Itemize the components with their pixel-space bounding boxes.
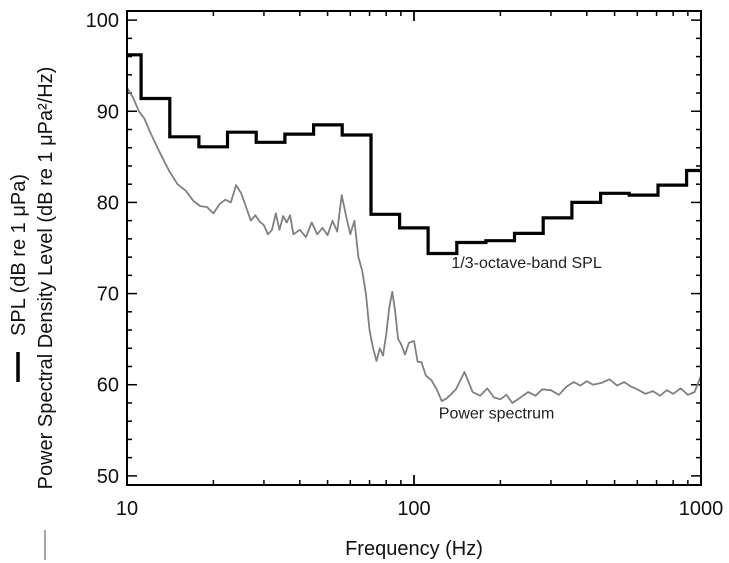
spl-annotation: 1/3-octave-band SPL — [451, 255, 601, 272]
series-annotations: 1/3-octave-band SPL Power spectrum — [439, 255, 602, 422]
y-axis-title-psd-text: Power Spectral Density Level (dB re 1 μP… — [35, 67, 57, 490]
spl-step-line — [127, 53, 701, 256]
power-spectrum-line — [126, 87, 702, 404]
plot-series — [126, 53, 702, 404]
y-axis-title-spl: SPL (dB re 1 μPa) — [8, 174, 30, 382]
y-tick-label: 70 — [97, 284, 119, 306]
power-spectrum-annotation: Power spectrum — [439, 405, 555, 422]
y-tick-label: 90 — [97, 101, 119, 123]
plot-frame — [126, 10, 702, 486]
y-tick-label: 100 — [86, 10, 119, 32]
y-tick-label: 80 — [97, 192, 119, 214]
y-axis-title-psd: Power Spectral Density Level (dB re 1 μP… — [35, 67, 57, 560]
y-axis-title-spl-text: SPL (dB re 1 μPa) — [8, 174, 30, 336]
x-tick-label: 1000 — [679, 498, 724, 520]
x-tick-label: 10 — [116, 498, 138, 520]
x-tick-label: 100 — [397, 498, 430, 520]
x-axis-ticks: 10 100 1000 — [116, 11, 723, 520]
y-tick-label: 60 — [97, 375, 119, 397]
y-tick-label: 50 — [97, 466, 119, 488]
x-axis-title: Frequency (Hz) — [345, 538, 483, 560]
y-axis-ticks: 50 60 70 80 90 100 — [86, 10, 701, 488]
